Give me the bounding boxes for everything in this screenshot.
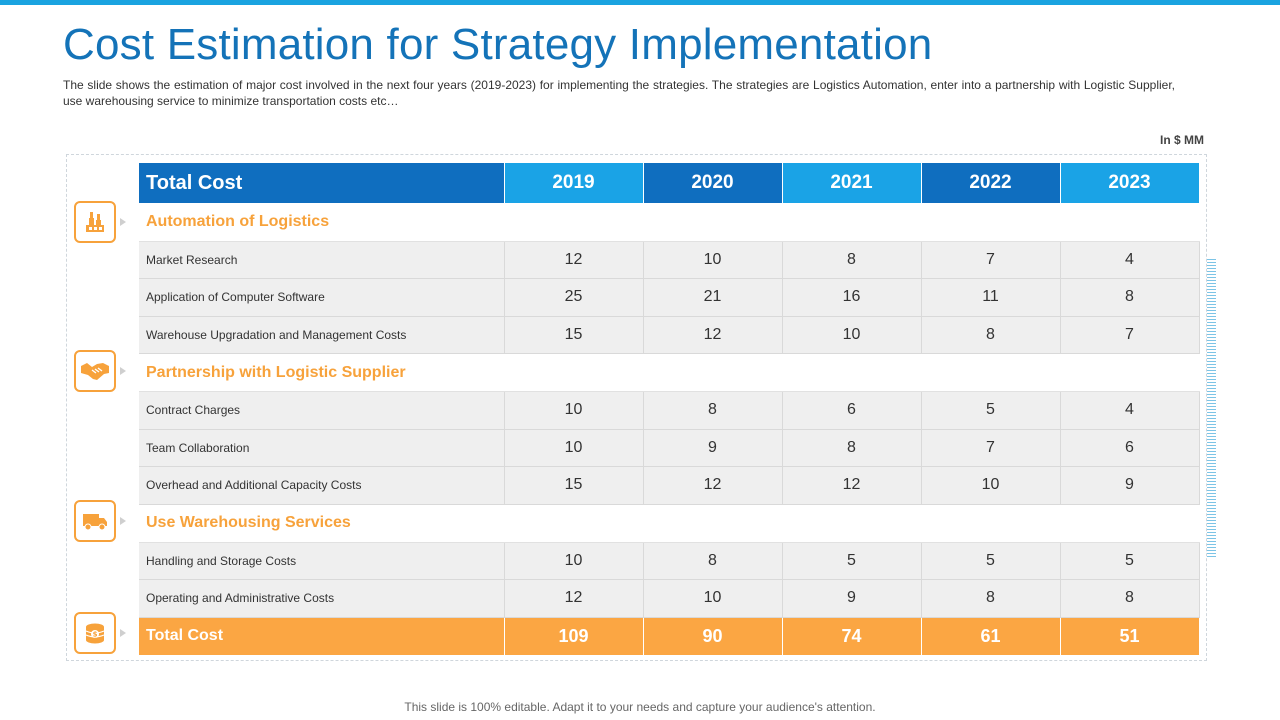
arrow-marker <box>120 629 126 637</box>
cell-value: 15 <box>504 466 644 505</box>
row-label: Handling and Storage Costs <box>139 542 505 580</box>
header-total-cost: Total Cost <box>139 163 505 203</box>
cell-value: 10 <box>921 466 1061 505</box>
table-row: Operating and Administrative Costs 12 10… <box>139 579 1200 618</box>
category-row: Use Warehousing Services <box>139 504 1199 543</box>
row-label: Team Collaboration <box>139 429 505 467</box>
unit-label: In $ MM <box>1160 133 1204 147</box>
table-row: Handling and Storage Costs 10 8 5 5 5 <box>139 542 1200 580</box>
cell-value: 25 <box>504 278 644 317</box>
cell-value: 8 <box>921 316 1061 354</box>
cell-value: 12 <box>504 241 644 279</box>
row-label: Warehouse Upgradation and Management Cos… <box>139 316 505 354</box>
cell-value: 6 <box>782 391 922 430</box>
handshake-icon <box>74 350 116 392</box>
cell-value: 8 <box>782 429 922 467</box>
total-label: Total Cost <box>139 617 505 655</box>
table-row: Overhead and Additional Capacity Costs 1… <box>139 466 1200 505</box>
category-label: Automation of Logistics <box>139 203 1199 242</box>
cell-value: 21 <box>643 278 783 317</box>
cell-value: 12 <box>643 466 783 505</box>
category-row: Partnership with Logistic Supplier <box>139 353 1199 392</box>
header-year: 2023 <box>1060 163 1200 203</box>
cell-value: 7 <box>1060 316 1200 354</box>
cell-value: 8 <box>643 542 783 580</box>
cell-value: 8 <box>1060 278 1200 317</box>
cost-table: Total Cost 2019 2020 2021 2022 2023 Auto… <box>139 163 1200 655</box>
truck-icon <box>74 500 116 542</box>
factory-icon <box>74 201 116 243</box>
arrow-marker <box>120 218 126 226</box>
cell-value: 8 <box>643 391 783 430</box>
cell-value: 8 <box>921 579 1061 618</box>
cell-value: 9 <box>782 579 922 618</box>
table-row: Warehouse Upgradation and Management Cos… <box>139 316 1200 354</box>
cell-value: 5 <box>782 542 922 580</box>
cell-value: 6 <box>1060 429 1200 467</box>
total-value: 109 <box>504 617 644 655</box>
cell-value: 5 <box>921 542 1061 580</box>
row-label: Overhead and Additional Capacity Costs <box>139 466 505 505</box>
table-row: Application of Computer Software 25 21 1… <box>139 278 1200 317</box>
cell-value: 5 <box>921 391 1061 430</box>
cell-value: 8 <box>782 241 922 279</box>
header-year: 2019 <box>504 163 644 203</box>
cell-value: 10 <box>504 542 644 580</box>
category-label: Use Warehousing Services <box>139 504 1199 543</box>
cell-value: 5 <box>1060 542 1200 580</box>
cell-value: 7 <box>921 241 1061 279</box>
row-label: Operating and Administrative Costs <box>139 579 505 618</box>
cell-value: 9 <box>643 429 783 467</box>
total-value: 90 <box>643 617 783 655</box>
cell-value: 11 <box>921 278 1061 317</box>
cell-value: 4 <box>1060 241 1200 279</box>
decorative-side-lines <box>1207 259 1216 557</box>
row-label: Market Research <box>139 241 505 279</box>
cell-value: 12 <box>782 466 922 505</box>
total-row: Total Cost 109 90 74 61 51 <box>139 617 1200 655</box>
table-row: Market Research 12 10 8 7 4 <box>139 241 1200 279</box>
cell-value: 9 <box>1060 466 1200 505</box>
row-label: Application of Computer Software <box>139 278 505 317</box>
arrow-marker <box>120 517 126 525</box>
cell-value: 10 <box>782 316 922 354</box>
svg-text:$: $ <box>93 631 98 639</box>
cell-value: 12 <box>504 579 644 618</box>
table-frame <box>66 154 1207 661</box>
cell-value: 7 <box>921 429 1061 467</box>
footer-note: This slide is 100% editable. Adapt it to… <box>404 700 876 714</box>
cell-value: 4 <box>1060 391 1200 430</box>
row-label: Contract Charges <box>139 391 505 430</box>
table-row: Contract Charges 10 8 6 5 4 <box>139 391 1200 430</box>
cell-value: 16 <box>782 278 922 317</box>
cell-value: 10 <box>504 391 644 430</box>
header-year: 2021 <box>782 163 922 203</box>
cell-value: 10 <box>504 429 644 467</box>
cell-value: 8 <box>1060 579 1200 618</box>
category-label: Partnership with Logistic Supplier <box>139 353 1199 392</box>
header-year: 2022 <box>921 163 1061 203</box>
cell-value: 10 <box>643 241 783 279</box>
table-header-row: Total Cost 2019 2020 2021 2022 2023 <box>139 163 1200 203</box>
arrow-marker <box>120 367 126 375</box>
top-accent-bar <box>0 0 1280 5</box>
coins-icon: $ <box>74 612 116 654</box>
total-value: 74 <box>782 617 922 655</box>
cell-value: 10 <box>643 579 783 618</box>
total-value: 51 <box>1060 617 1200 655</box>
page-title: Cost Estimation for Strategy Implementat… <box>63 20 933 69</box>
page-description: The slide shows the estimation of major … <box>63 78 1175 108</box>
total-value: 61 <box>921 617 1061 655</box>
category-row: Automation of Logistics <box>139 203 1199 242</box>
table-row: Team Collaboration 10 9 8 7 6 <box>139 429 1200 467</box>
cell-value: 12 <box>643 316 783 354</box>
cell-value: 15 <box>504 316 644 354</box>
header-year: 2020 <box>643 163 783 203</box>
